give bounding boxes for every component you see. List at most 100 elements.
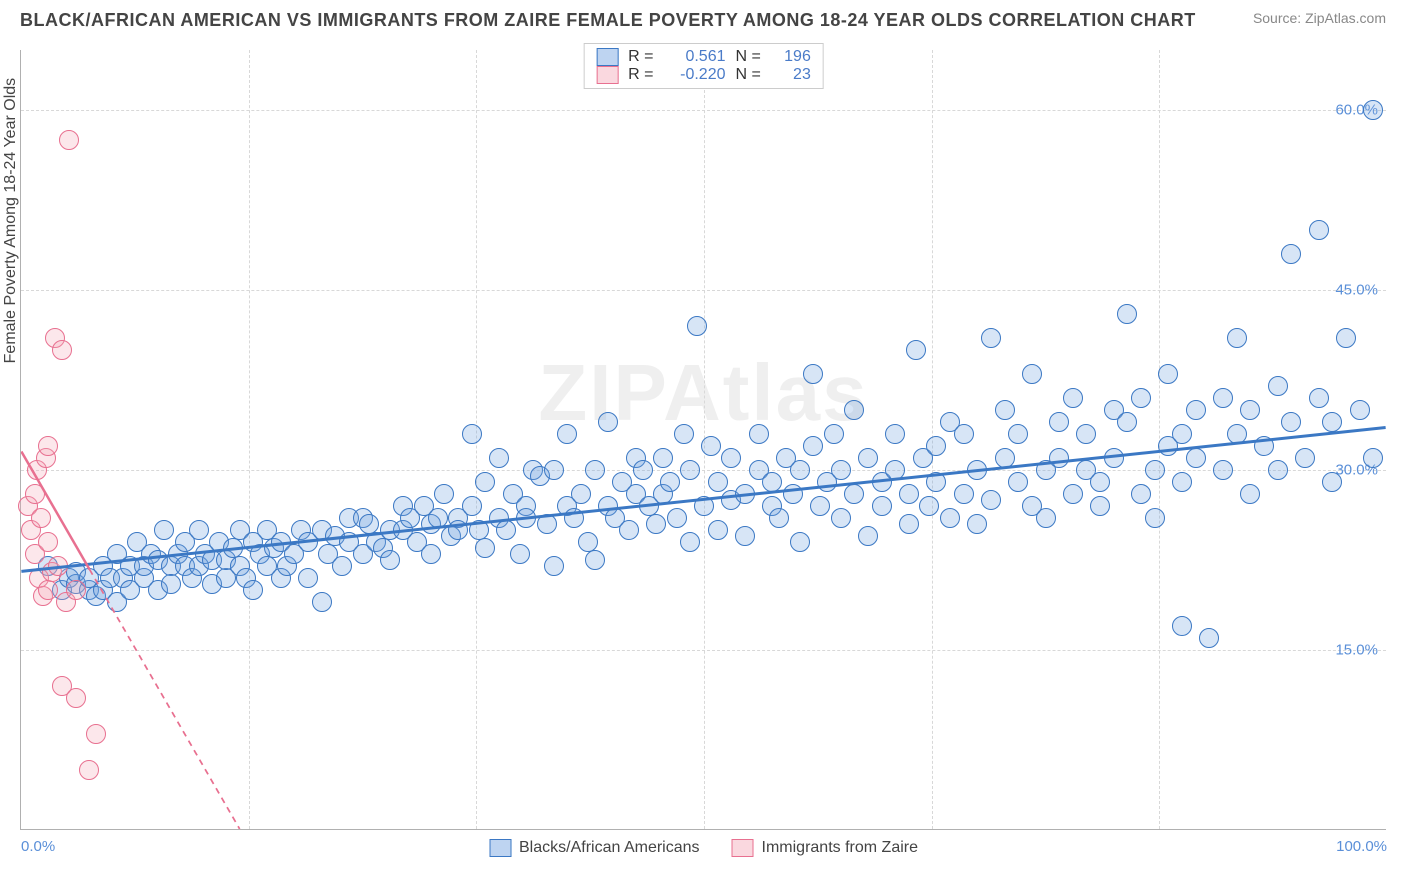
data-point bbox=[1131, 388, 1151, 408]
data-point bbox=[1240, 400, 1260, 420]
data-point bbox=[899, 514, 919, 534]
data-point bbox=[1172, 424, 1192, 444]
data-point bbox=[981, 328, 1001, 348]
data-point bbox=[831, 460, 851, 480]
data-point bbox=[52, 340, 72, 360]
data-point bbox=[1090, 472, 1110, 492]
data-point bbox=[995, 400, 1015, 420]
stats-legend: R = 0.561 N = 196 R = -0.220 N = 23 bbox=[583, 43, 824, 89]
r-label: R = bbox=[628, 66, 653, 84]
data-point bbox=[1281, 412, 1301, 432]
data-point bbox=[885, 460, 905, 480]
y-tick-label: 45.0% bbox=[1335, 282, 1378, 299]
data-point bbox=[475, 538, 495, 558]
data-point bbox=[1049, 412, 1069, 432]
data-point bbox=[510, 544, 530, 564]
data-point bbox=[66, 580, 86, 600]
data-point bbox=[469, 520, 489, 540]
data-point bbox=[161, 574, 181, 594]
data-point bbox=[428, 508, 448, 528]
data-point bbox=[557, 424, 577, 444]
data-point bbox=[1104, 448, 1124, 468]
data-point bbox=[1281, 244, 1301, 264]
data-point bbox=[38, 436, 58, 456]
data-point bbox=[680, 532, 700, 552]
data-point bbox=[38, 532, 58, 552]
swatch-series2 bbox=[732, 839, 754, 857]
data-point bbox=[674, 424, 694, 444]
data-point bbox=[831, 508, 851, 528]
data-point bbox=[1350, 400, 1370, 420]
source-label: Source: ZipAtlas.com bbox=[1253, 10, 1386, 26]
data-point bbox=[475, 472, 495, 492]
data-point bbox=[824, 424, 844, 444]
data-point bbox=[1363, 448, 1383, 468]
data-point bbox=[872, 496, 892, 516]
data-point bbox=[858, 448, 878, 468]
data-point bbox=[790, 532, 810, 552]
data-point bbox=[803, 364, 823, 384]
legend-item-series2: Immigrants from Zaire bbox=[732, 839, 918, 857]
data-point bbox=[243, 580, 263, 600]
data-point bbox=[585, 550, 605, 570]
data-point bbox=[537, 514, 557, 534]
data-point bbox=[38, 580, 58, 600]
data-point bbox=[749, 424, 769, 444]
data-point bbox=[332, 556, 352, 576]
data-point bbox=[48, 556, 68, 576]
data-point bbox=[1295, 448, 1315, 468]
data-point bbox=[1309, 220, 1329, 240]
data-point bbox=[1117, 304, 1137, 324]
x-tick-label: 0.0% bbox=[21, 838, 55, 855]
data-point bbox=[189, 520, 209, 540]
data-point bbox=[1145, 460, 1165, 480]
r-value-series2: -0.220 bbox=[664, 66, 726, 84]
data-point bbox=[223, 538, 243, 558]
data-point bbox=[646, 514, 666, 534]
data-point bbox=[571, 484, 591, 504]
data-point bbox=[858, 526, 878, 546]
n-label: N = bbox=[736, 48, 761, 66]
data-point bbox=[967, 460, 987, 480]
data-point bbox=[1063, 388, 1083, 408]
data-point bbox=[619, 520, 639, 540]
data-point bbox=[735, 526, 755, 546]
n-value-series2: 23 bbox=[771, 66, 811, 84]
data-point bbox=[434, 484, 454, 504]
data-point bbox=[633, 460, 653, 480]
data-point bbox=[1254, 436, 1274, 456]
scatter-chart: ZIPAtlas Female Poverty Among 18-24 Year… bbox=[20, 50, 1386, 830]
data-point bbox=[578, 532, 598, 552]
data-point bbox=[380, 550, 400, 570]
data-point bbox=[31, 508, 51, 528]
data-point bbox=[359, 514, 379, 534]
data-point bbox=[1049, 448, 1069, 468]
data-point bbox=[1309, 388, 1329, 408]
data-point bbox=[1199, 628, 1219, 648]
data-point bbox=[967, 514, 987, 534]
legend-label-series1: Blacks/African Americans bbox=[519, 839, 700, 857]
data-point bbox=[954, 424, 974, 444]
data-point bbox=[680, 460, 700, 480]
data-point bbox=[708, 472, 728, 492]
data-point bbox=[940, 508, 960, 528]
data-point bbox=[585, 460, 605, 480]
data-point bbox=[1145, 508, 1165, 528]
data-point bbox=[899, 484, 919, 504]
stats-row-series2: R = -0.220 N = 23 bbox=[596, 66, 811, 84]
data-point bbox=[906, 340, 926, 360]
swatch-series1 bbox=[489, 839, 511, 857]
swatch-series2 bbox=[596, 66, 618, 84]
data-point bbox=[1117, 412, 1137, 432]
data-point bbox=[312, 592, 332, 612]
y-axis-label: Female Poverty Among 18-24 Year Olds bbox=[2, 77, 20, 363]
data-point bbox=[803, 436, 823, 456]
data-point bbox=[1268, 460, 1288, 480]
data-point bbox=[981, 490, 1001, 510]
data-point bbox=[1322, 472, 1342, 492]
data-point bbox=[926, 436, 946, 456]
data-point bbox=[1172, 616, 1192, 636]
data-point bbox=[844, 484, 864, 504]
data-point bbox=[667, 508, 687, 528]
data-point bbox=[1063, 484, 1083, 504]
